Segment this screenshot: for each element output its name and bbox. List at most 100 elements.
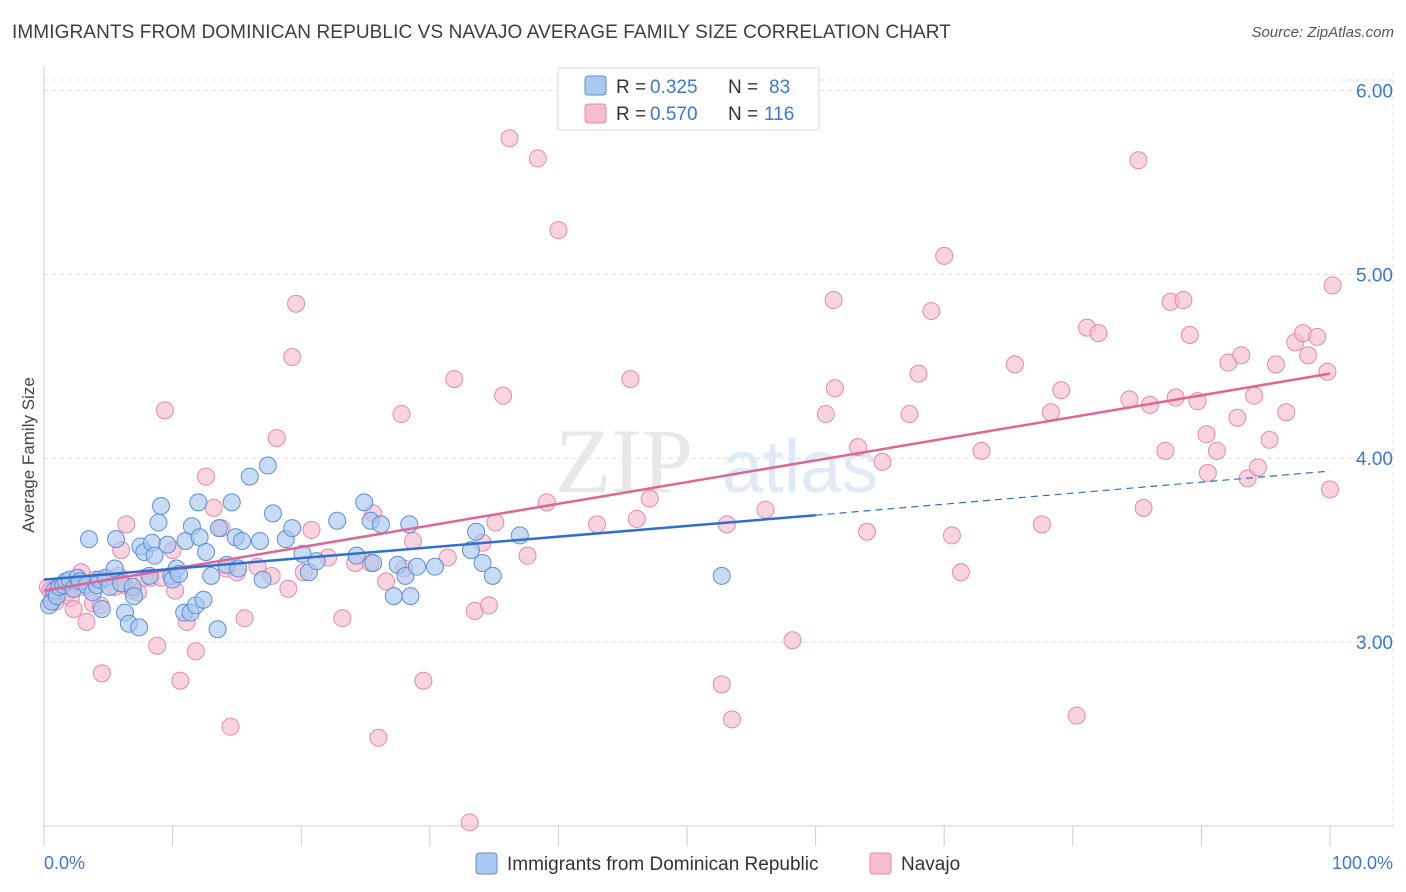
n-label: N = <box>728 104 758 125</box>
data-point <box>125 587 144 606</box>
watermark-zip: ZIP <box>555 410 693 512</box>
data-point <box>858 522 877 541</box>
data-point <box>186 642 205 661</box>
data-point <box>518 546 537 565</box>
data-point <box>783 631 802 650</box>
data-point <box>222 493 241 512</box>
data-point <box>194 590 213 609</box>
blue-swatch <box>584 75 607 96</box>
data-point <box>494 386 513 405</box>
navajo-trend-line <box>43 372 1331 592</box>
data-point <box>824 291 843 310</box>
chart-title: IMMIGRANTS FROM DOMINICAN REPUBLIC VS NA… <box>12 22 951 43</box>
data-point <box>267 428 286 447</box>
data-point <box>1032 515 1051 534</box>
data-point <box>712 566 731 585</box>
data-point <box>197 542 216 561</box>
data-point <box>621 370 640 389</box>
y-tick-label: 4.00 <box>1356 449 1393 470</box>
data-point <box>235 609 254 628</box>
data-point <box>942 526 961 545</box>
data-point <box>1129 151 1148 170</box>
y-tick-label: 5.00 <box>1356 265 1393 286</box>
pink-swatch <box>584 103 607 124</box>
data-point <box>756 500 775 519</box>
data-point <box>1174 291 1193 310</box>
data-point <box>473 554 492 573</box>
data-point <box>404 531 423 550</box>
data-point <box>189 493 208 512</box>
data-point <box>1232 346 1251 365</box>
data-point <box>145 546 164 565</box>
data-point <box>717 515 736 534</box>
data-point <box>1005 355 1024 374</box>
data-point <box>537 493 556 512</box>
y-tick-label: 6.00 <box>1356 81 1393 102</box>
r-value: 0.325 <box>650 77 698 98</box>
data-point <box>92 664 111 683</box>
n-label: N = <box>728 77 758 98</box>
data-point <box>1260 430 1279 449</box>
data-point <box>922 302 941 321</box>
series-legend: Immigrants from Dominican Republic Navaj… <box>475 852 960 875</box>
data-point <box>1321 480 1339 499</box>
n-value: 83 <box>769 77 790 98</box>
data-point <box>333 609 352 628</box>
data-point <box>202 566 221 585</box>
data-point <box>1052 381 1071 400</box>
data-point <box>263 504 282 523</box>
x-tick-label-max: 100.0% <box>1332 853 1393 873</box>
zipatlas-watermark: ZIP atlas <box>555 410 878 512</box>
data-point <box>1089 324 1108 343</box>
data-point <box>1299 346 1318 365</box>
data-point <box>355 493 374 512</box>
data-point <box>825 379 844 398</box>
data-point <box>287 294 306 313</box>
data-point <box>1180 325 1199 344</box>
data-point <box>148 636 167 655</box>
data-point <box>77 612 96 631</box>
data-point <box>107 530 126 549</box>
data-point <box>1266 355 1285 374</box>
trend-lines <box>43 372 1331 592</box>
data-point <box>640 489 659 508</box>
stats-legend: R = 0.325 N = 83 R = 0.570 N = 116 <box>557 67 820 131</box>
legend-swatch-dominican <box>475 852 498 875</box>
legend-label-navajo: Navajo <box>901 854 960 875</box>
data-point <box>117 515 136 534</box>
data-point <box>401 587 420 606</box>
data-point <box>1248 458 1267 477</box>
data-point <box>251 531 270 550</box>
data-point <box>152 497 171 516</box>
y-tick-label: 3.00 <box>1356 633 1393 654</box>
data-point <box>92 599 111 618</box>
n-value: 116 <box>764 104 794 125</box>
data-point <box>483 566 502 585</box>
data-point <box>425 557 444 576</box>
data-point <box>208 620 227 639</box>
data-point <box>500 129 519 148</box>
data-point <box>1318 362 1337 381</box>
data-point <box>80 530 99 549</box>
y-tick-labels: 3.00 4.00 5.00 6.00 <box>1356 81 1393 654</box>
x-tick-label-min: 0.0% <box>44 853 85 873</box>
data-point <box>1277 403 1296 422</box>
data-point <box>723 710 742 729</box>
data-point <box>1197 425 1216 444</box>
data-point <box>347 546 366 565</box>
source-credit: Source: ZipAtlas.com <box>1251 24 1394 41</box>
data-point <box>479 596 498 615</box>
r-label: R = <box>616 77 646 98</box>
data-point <box>627 509 646 528</box>
data-point <box>253 570 272 589</box>
r-value: 0.570 <box>650 104 698 125</box>
data-point <box>158 535 177 554</box>
data-point <box>873 452 892 471</box>
legend-label-dominican: Immigrants from Dominican Republic <box>507 854 819 875</box>
data-point <box>414 671 433 690</box>
data-point <box>461 541 480 560</box>
data-point <box>369 728 388 747</box>
data-point <box>240 467 259 486</box>
data-point <box>935 246 954 265</box>
